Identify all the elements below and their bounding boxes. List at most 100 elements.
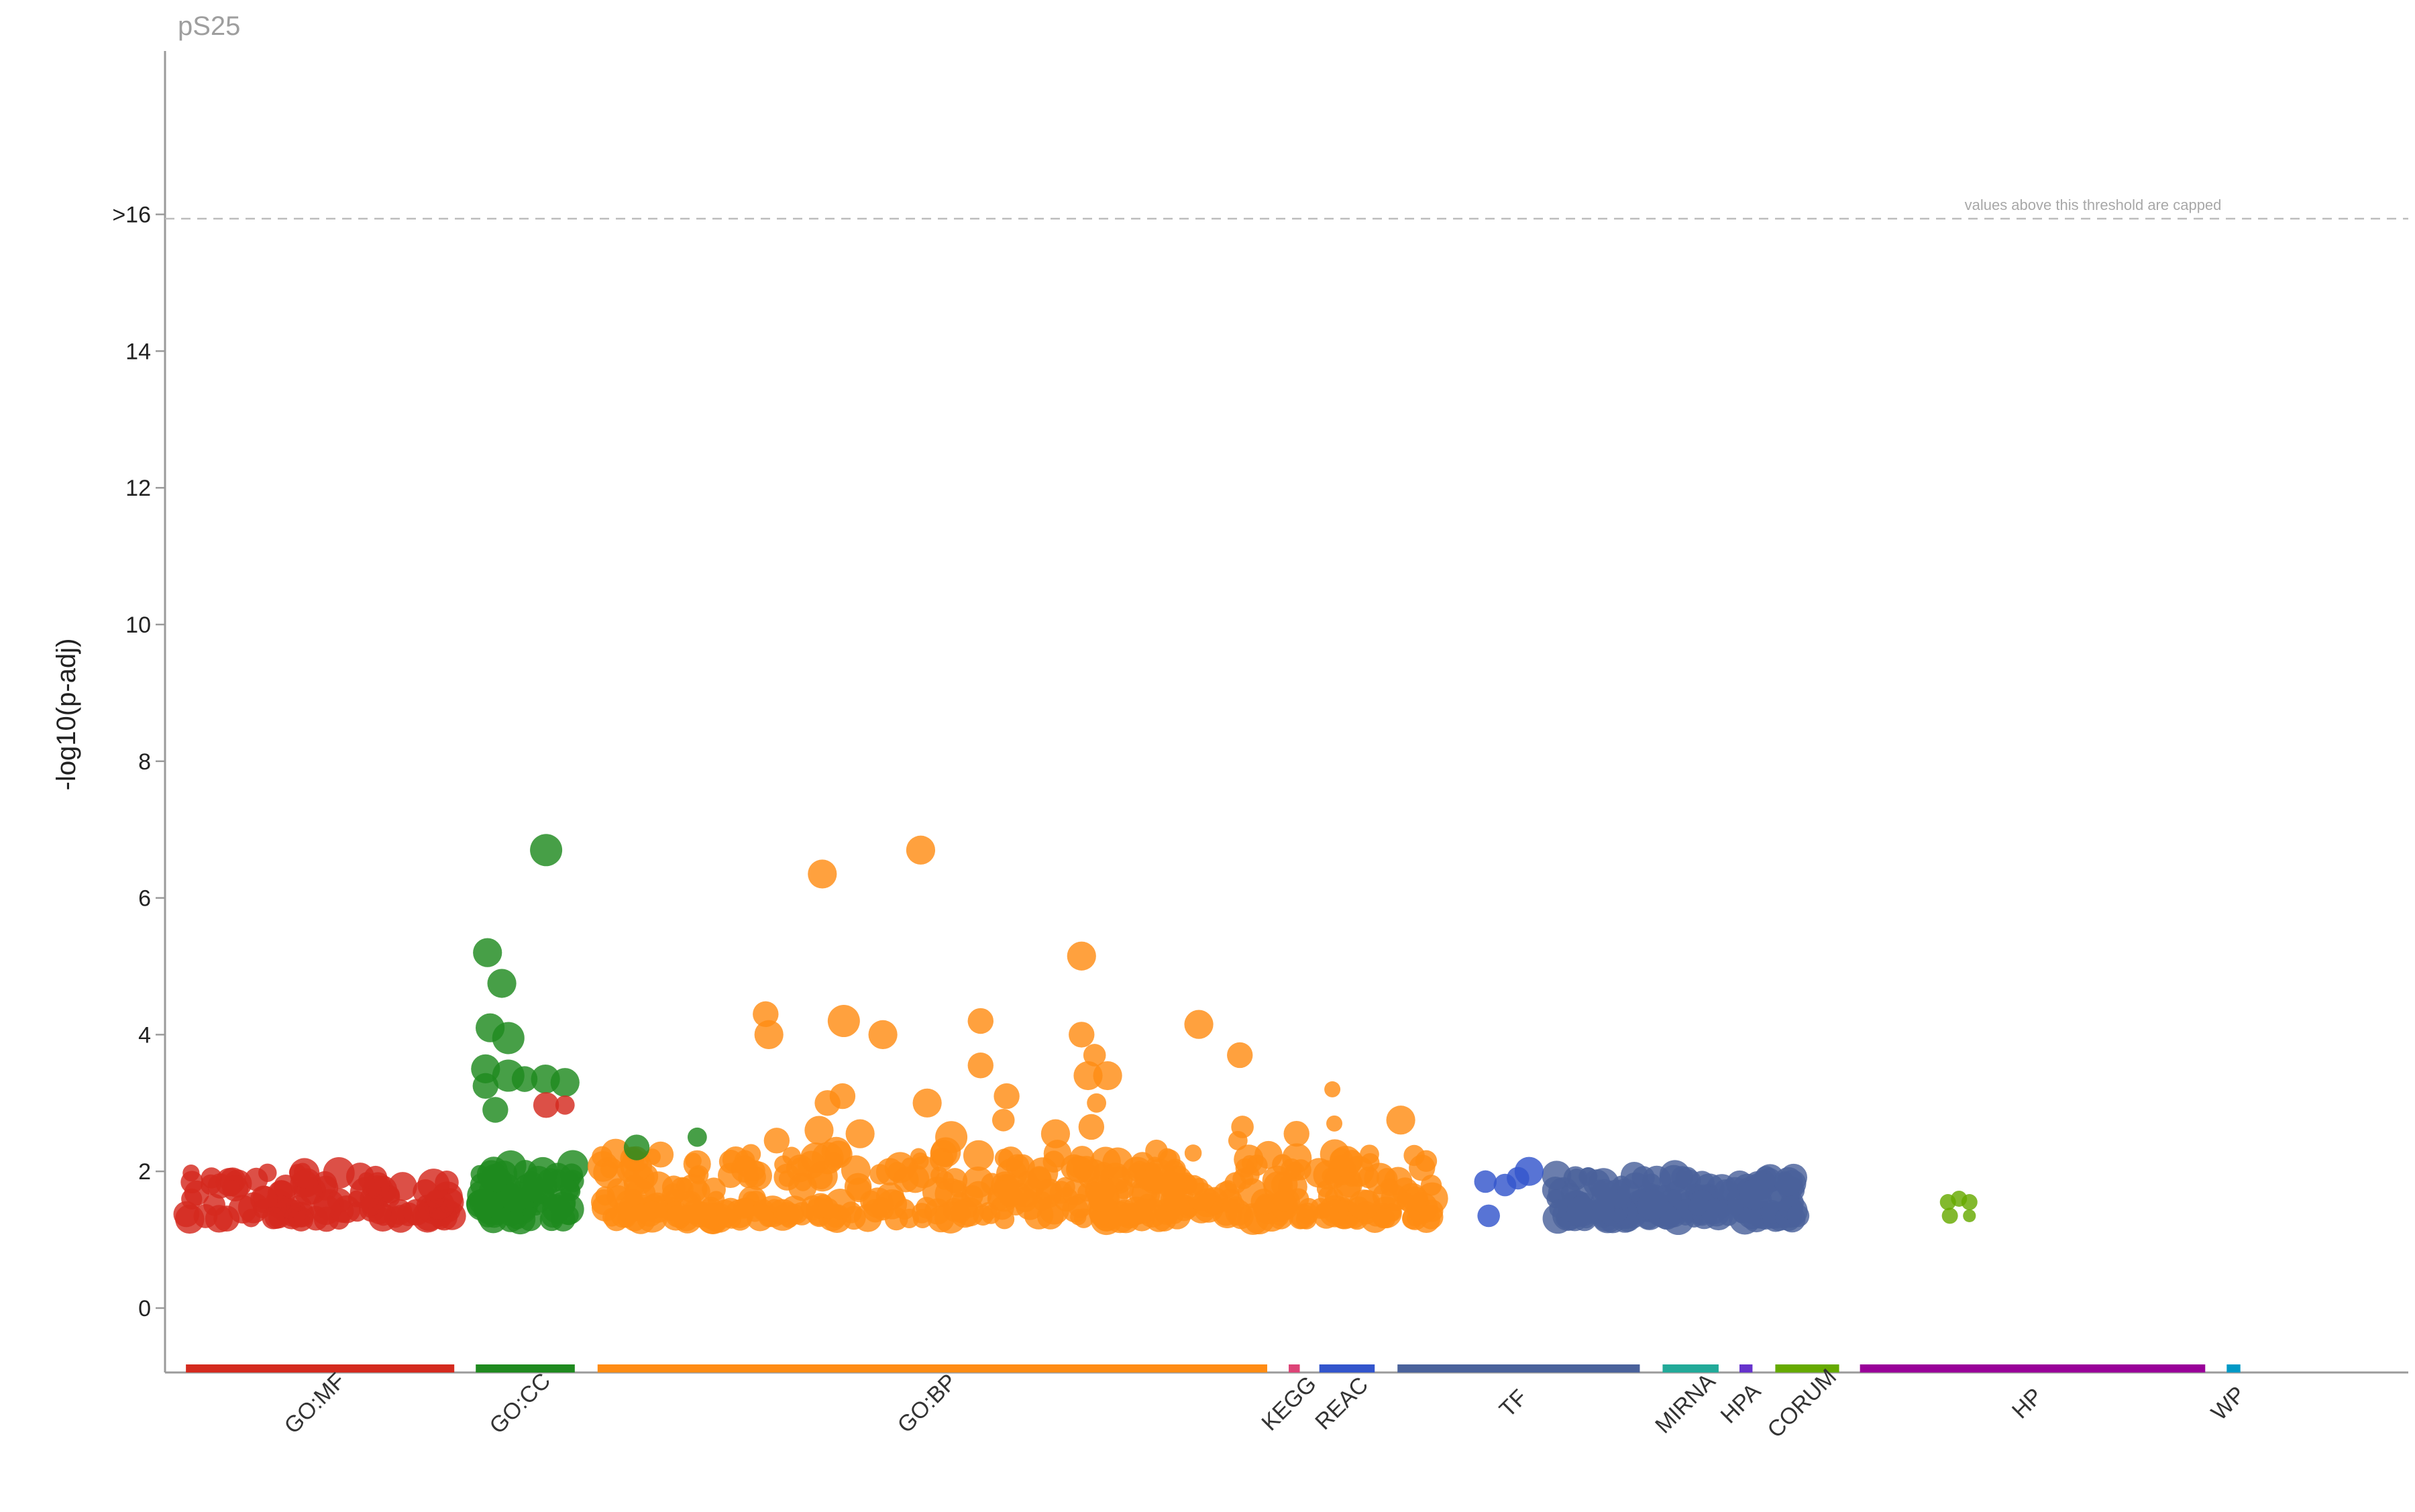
- data-point: [814, 1090, 841, 1116]
- data-point: [685, 1152, 702, 1169]
- threshold-note: values above this threshold are capped: [1965, 197, 2222, 213]
- data-point: [1087, 1181, 1119, 1212]
- data-point: [228, 1195, 258, 1224]
- y-tick-label: 0: [138, 1296, 151, 1321]
- data-point: [223, 1180, 240, 1197]
- data-point: [733, 1198, 754, 1219]
- data-point: [311, 1195, 341, 1226]
- data-point: [1273, 1191, 1294, 1211]
- data-point: [868, 1020, 898, 1049]
- source-label: GO:BP: [893, 1369, 962, 1438]
- chart-title: pS25: [178, 11, 240, 41]
- data-point: [682, 1199, 707, 1224]
- data-point: [1542, 1176, 1569, 1203]
- data-point: [1592, 1197, 1615, 1221]
- data-point: [763, 1128, 790, 1154]
- data-point: [1493, 1173, 1517, 1197]
- data-point: [1078, 1114, 1105, 1140]
- data-point: [1145, 1139, 1168, 1163]
- data-point: [1396, 1192, 1415, 1210]
- data-point: [201, 1167, 223, 1189]
- data-point: [910, 1148, 927, 1165]
- data-point: [961, 1201, 977, 1218]
- data-point: [842, 1205, 866, 1230]
- data-point: [550, 1068, 580, 1097]
- y-tick-label: 14: [125, 339, 151, 364]
- data-point: [1360, 1144, 1379, 1165]
- data-point: [1409, 1154, 1436, 1181]
- data-point: [1688, 1197, 1707, 1216]
- data-point: [1122, 1196, 1150, 1226]
- data-point: [877, 1189, 908, 1220]
- source-label: TF: [1495, 1385, 1532, 1422]
- y-tick-label: 4: [138, 1022, 151, 1048]
- source-label: CORUM: [1762, 1364, 1841, 1443]
- data-point: [967, 1008, 994, 1034]
- y-axis-label: -log10(p-adj): [52, 639, 81, 791]
- data-point: [1963, 1209, 1976, 1223]
- source-bar: [476, 1364, 575, 1372]
- data-point: [1566, 1196, 1597, 1227]
- y-tick-label: >16: [112, 203, 151, 228]
- data-point: [998, 1183, 1022, 1207]
- source-label: REAC: [1310, 1372, 1373, 1435]
- data-point: [1228, 1130, 1248, 1150]
- data-point: [530, 834, 563, 867]
- data-point: [808, 859, 837, 889]
- data-point: [492, 1022, 525, 1055]
- data-point: [790, 1201, 814, 1226]
- data-point: [293, 1210, 310, 1227]
- source-label: KEGG: [1256, 1371, 1321, 1436]
- source-bars: [186, 1364, 2241, 1372]
- data-point: [203, 1193, 225, 1216]
- data-point: [1062, 1196, 1089, 1223]
- data-point: [678, 1174, 708, 1203]
- data-point: [1638, 1189, 1668, 1220]
- data-point: [1235, 1158, 1255, 1178]
- data-point: [472, 1073, 498, 1099]
- data-point: [1386, 1105, 1415, 1135]
- data-point: [1282, 1143, 1312, 1173]
- data-point: [827, 1005, 860, 1038]
- data-point: [1419, 1205, 1444, 1230]
- data-point: [600, 1160, 618, 1179]
- data-point: [912, 1088, 942, 1118]
- data-point: [906, 835, 936, 865]
- data-point: [644, 1148, 661, 1165]
- data-point: [1326, 1115, 1343, 1132]
- data-point: [1642, 1173, 1661, 1192]
- data-point: [935, 1171, 955, 1190]
- data-point: [602, 1207, 621, 1227]
- data-point: [1262, 1165, 1293, 1196]
- data-point: [262, 1206, 285, 1230]
- data-point: [523, 1165, 553, 1196]
- data-point: [1348, 1196, 1370, 1218]
- data-point: [845, 1119, 875, 1148]
- data-point: [289, 1158, 320, 1189]
- data-point: [754, 1020, 784, 1049]
- data-point: [788, 1172, 817, 1201]
- data-point: [1727, 1199, 1744, 1216]
- data-point: [250, 1185, 278, 1213]
- data-point: [1083, 1044, 1106, 1067]
- data-point: [1659, 1160, 1690, 1191]
- source-bar: [1319, 1364, 1375, 1372]
- data-point: [402, 1199, 430, 1226]
- data-point: [1036, 1202, 1064, 1230]
- data-point: [1477, 1204, 1500, 1228]
- data-point: [745, 1160, 765, 1181]
- y-tick-label: 12: [125, 476, 151, 501]
- source-label: GO:CC: [484, 1368, 555, 1439]
- data-point: [511, 1066, 538, 1092]
- source-bar: [1397, 1364, 1640, 1372]
- data-point: [1283, 1120, 1309, 1147]
- data-point: [1340, 1150, 1364, 1173]
- source-label: MIRNA: [1650, 1368, 1721, 1439]
- source-label: GO:MF: [280, 1368, 351, 1439]
- data-point: [790, 1157, 810, 1177]
- data-point: [559, 1179, 580, 1199]
- data-point: [1739, 1179, 1770, 1210]
- data-point: [182, 1165, 200, 1182]
- data-point: [173, 1201, 200, 1228]
- data-point: [1227, 1042, 1253, 1069]
